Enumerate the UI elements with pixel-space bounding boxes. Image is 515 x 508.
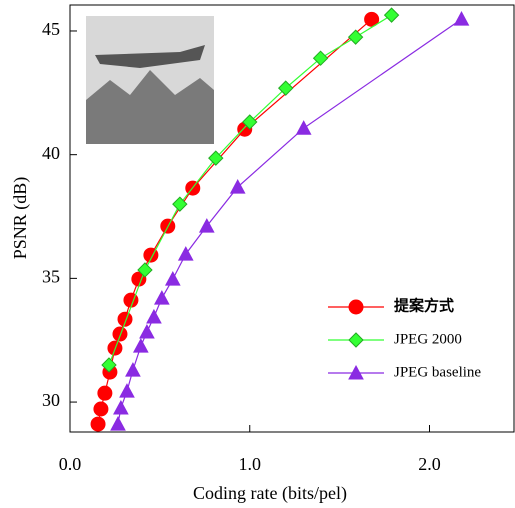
legend-marker [348, 332, 364, 348]
x-axis-title: Coding rate (bits/pel) [193, 483, 347, 504]
marker [208, 150, 224, 166]
marker [164, 271, 181, 286]
plot-frame [69, 4, 515, 433]
legend-label: JPEG 2000 [394, 331, 462, 347]
marker [364, 11, 380, 27]
marker [117, 311, 133, 327]
x-tick-label: 0.0 [59, 454, 82, 474]
marker [119, 383, 135, 398]
marker [229, 179, 246, 194]
marker [172, 196, 188, 212]
y-tick-label: 30 [42, 390, 60, 410]
marker [177, 246, 194, 261]
marker [110, 416, 126, 431]
marker [453, 11, 470, 26]
marker [154, 290, 170, 305]
marker [383, 7, 400, 23]
y-tick-label: 45 [42, 19, 60, 39]
marker [198, 218, 215, 233]
marker [112, 326, 128, 342]
marker [312, 50, 329, 66]
marker [97, 385, 113, 401]
marker [146, 308, 162, 324]
marker [113, 399, 129, 415]
x-tick-label: 1.0 [239, 454, 262, 474]
legend-label: JPEG baseline [394, 364, 481, 380]
marker [93, 401, 109, 417]
inset-photo [86, 16, 214, 144]
marker [278, 80, 294, 96]
marker [90, 416, 106, 432]
legend-marker [348, 299, 364, 315]
y-tick-label: 40 [42, 143, 60, 163]
y-tick-label: 35 [42, 266, 60, 286]
marker [101, 357, 117, 373]
marker [137, 262, 153, 278]
x-tick-label: 2.0 [418, 454, 441, 474]
marker [125, 362, 141, 377]
legend-label: 提案方式 [394, 296, 454, 314]
marker [242, 114, 258, 130]
marker [347, 29, 364, 45]
marker [132, 338, 149, 353]
marker [295, 120, 312, 135]
legend-marker [348, 364, 364, 380]
marker [139, 323, 155, 339]
y-axis-title: PSNR (dB) [10, 177, 31, 260]
